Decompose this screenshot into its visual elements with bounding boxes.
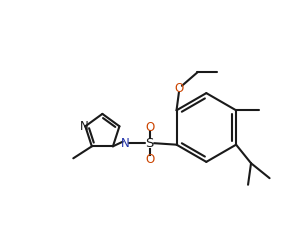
Text: O: O: [145, 153, 154, 166]
Text: O: O: [174, 82, 184, 95]
Text: S: S: [145, 137, 154, 150]
Text: N: N: [121, 137, 130, 150]
Text: N: N: [80, 120, 88, 133]
Text: O: O: [145, 121, 154, 133]
